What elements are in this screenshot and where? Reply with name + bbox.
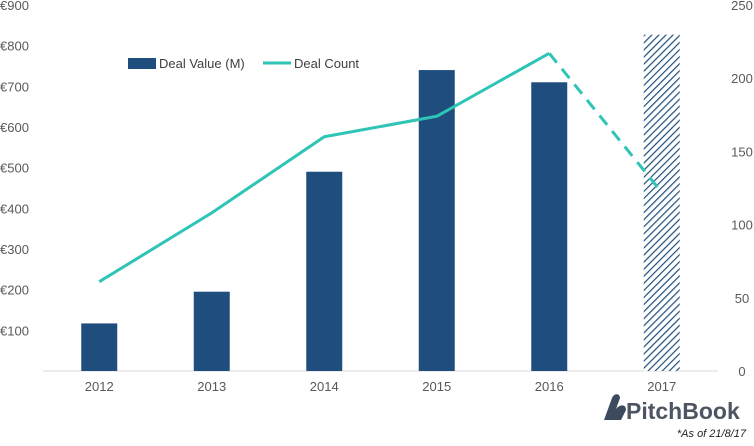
bar — [306, 171, 343, 371]
right-tick-label: 100 — [731, 218, 753, 233]
x-tick-label: 2012 — [85, 379, 114, 394]
left-axis: €100 €200 €300 €400 €500 €600 €700 €800 €900 — [0, 0, 29, 338]
deal-count-line-partial — [548, 52, 663, 194]
legend: Deal Value (M) Deal Count — [128, 56, 359, 71]
bar-series — [81, 34, 680, 372]
left-tick-label: €800 — [0, 39, 29, 54]
left-tick-label: €300 — [0, 242, 29, 257]
x-tick-label: 2014 — [310, 379, 339, 394]
legend-swatch-deal-value — [128, 58, 156, 69]
left-tick-label: €900 — [0, 0, 29, 13]
right-tick-label: 0 — [738, 364, 745, 379]
left-tick-label: €400 — [0, 201, 29, 216]
bar — [81, 323, 118, 371]
left-tick-label: €600 — [0, 120, 29, 135]
right-axis: 0 50 100 150 200 250 — [731, 0, 753, 379]
x-tick-label: 2013 — [197, 379, 226, 394]
left-tick-label: €700 — [0, 79, 29, 94]
deal-count-line — [98, 52, 550, 283]
x-tick-label: 2015 — [422, 379, 451, 394]
pitchbook-logo-text: PitchBook — [626, 398, 740, 424]
left-tick-label: €500 — [0, 161, 29, 176]
bar — [531, 82, 568, 372]
x-axis: 2012 2013 2014 2015 2016 2017 — [85, 379, 676, 394]
right-tick-label: 250 — [731, 0, 753, 13]
x-tick-label: 2017 — [647, 379, 676, 394]
bar — [418, 70, 455, 372]
legend-label-deal-count: Deal Count — [294, 56, 359, 71]
x-tick-label: 2016 — [535, 379, 564, 394]
right-tick-label: 200 — [731, 71, 753, 86]
right-tick-label: 50 — [735, 291, 749, 306]
left-tick-label: €200 — [0, 283, 29, 298]
legend-label-deal-value: Deal Value (M) — [159, 56, 245, 71]
pitchbook-logo-icon — [604, 394, 626, 420]
right-tick-label: 150 — [731, 144, 753, 159]
bar-partial — [643, 34, 680, 371]
bar — [193, 291, 230, 371]
footnote: *As of 21/8/17 — [677, 428, 747, 440]
pitchbook-logo: PitchBook — [604, 394, 740, 424]
left-tick-label: €100 — [0, 323, 29, 338]
line-series — [98, 52, 663, 283]
